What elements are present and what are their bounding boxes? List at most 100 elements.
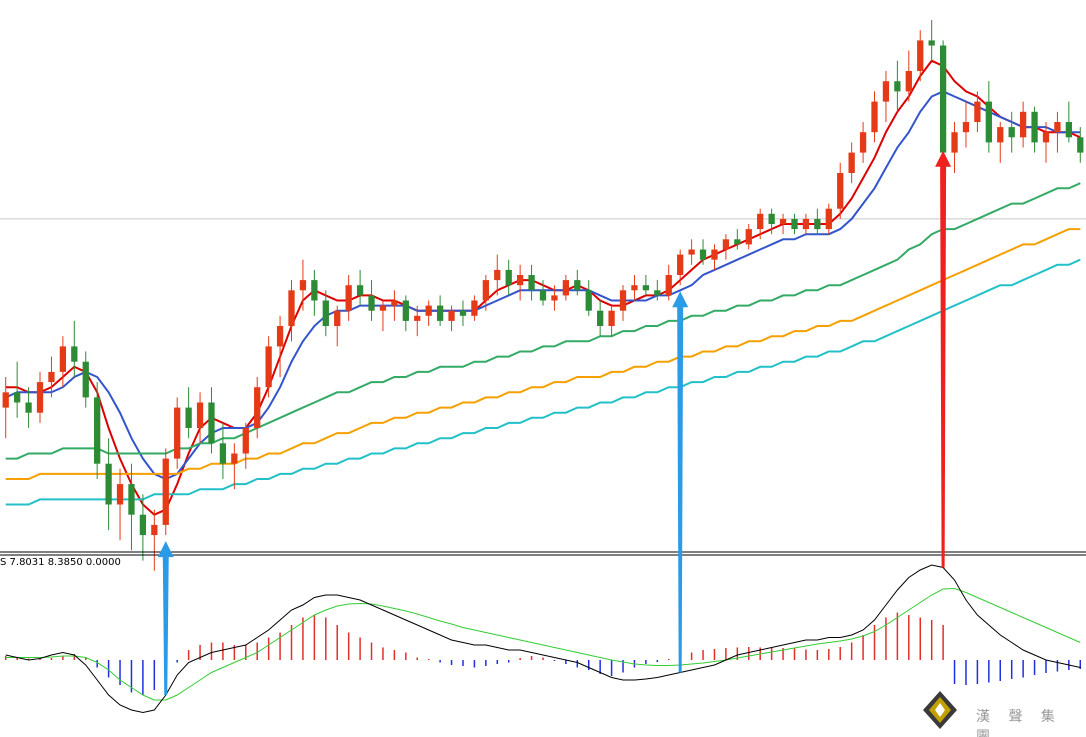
candle-body (311, 280, 318, 301)
candle (36, 371, 44, 423)
candle (677, 249, 684, 286)
candle (848, 142, 855, 184)
company-logo: 漢 聲 集 團 (918, 688, 1086, 737)
candle-body (631, 285, 638, 291)
candle-body (768, 213, 775, 224)
candle (482, 275, 489, 311)
candle (196, 392, 204, 444)
candle (1077, 127, 1084, 163)
candle (288, 280, 295, 342)
candle (2, 377, 9, 439)
candle (116, 468, 124, 541)
candle (962, 101, 970, 148)
candle-body (528, 275, 535, 291)
candle-body (917, 40, 924, 71)
candle-body (2, 392, 9, 408)
candle (734, 229, 741, 250)
candle (722, 234, 730, 260)
candle-body (402, 300, 409, 321)
candle (619, 285, 627, 321)
signal-line (5, 587, 1081, 701)
logo-diamond-icon (923, 691, 957, 729)
arrow-shaft (162, 555, 169, 695)
candle (516, 264, 524, 301)
candle (757, 208, 764, 240)
candle (871, 91, 878, 143)
candle-body (105, 463, 112, 505)
candle (436, 295, 444, 326)
arrow-head (935, 150, 952, 167)
candle-body (1065, 122, 1072, 138)
candle-body (242, 428, 249, 454)
candle (254, 377, 261, 439)
candle (665, 264, 672, 301)
candle-body (322, 300, 329, 326)
candle (471, 295, 478, 321)
candle-body (974, 101, 981, 122)
candle-body (551, 295, 558, 301)
candle-body (539, 290, 547, 301)
candle-body (608, 310, 615, 326)
candle (917, 30, 924, 82)
candle (276, 315, 284, 377)
candle-body (448, 310, 455, 321)
candle (1031, 106, 1038, 153)
candle (1042, 122, 1050, 163)
candle-body (48, 371, 55, 383)
candle (25, 387, 32, 428)
indicator-main-line (5, 564, 1081, 714)
candle (368, 280, 375, 321)
candle (825, 203, 832, 235)
candle (162, 448, 169, 536)
candle-body (1019, 111, 1027, 138)
candle-body (436, 305, 444, 321)
candle-body (414, 315, 421, 321)
candle (539, 280, 547, 306)
candle (951, 122, 958, 173)
candle (974, 91, 981, 133)
candle (997, 122, 1004, 163)
ma-line-ma-100 (5, 228, 1081, 480)
candle-body (939, 45, 947, 153)
candle (48, 356, 55, 398)
candle-body (185, 407, 192, 428)
candle-body (356, 285, 364, 296)
candle (59, 336, 67, 388)
candle (1054, 111, 1061, 153)
candle-body (699, 249, 707, 260)
candle-body (791, 218, 798, 230)
candle-body (814, 218, 821, 230)
candle-body (597, 310, 604, 326)
candle (1008, 111, 1015, 153)
candle-body (757, 213, 764, 230)
candle-body (139, 514, 147, 536)
candle-body (162, 458, 169, 525)
candle (837, 162, 844, 219)
candle (928, 20, 935, 61)
candle (791, 213, 798, 235)
candle (345, 275, 352, 321)
candle (711, 244, 718, 270)
candle (128, 463, 135, 551)
candle (459, 300, 467, 326)
candle (551, 285, 558, 311)
candle (105, 438, 112, 530)
candle-body (174, 407, 181, 459)
candle-body (722, 239, 730, 250)
arrow-head (157, 541, 174, 558)
ma-line-ma-50 (5, 182, 1081, 460)
candle-body (665, 275, 672, 296)
arrow-shaft (940, 164, 947, 568)
candle-body (642, 285, 650, 291)
candle (94, 382, 101, 479)
candle (608, 305, 615, 337)
candle (14, 361, 21, 418)
candle (894, 60, 901, 112)
candle-body (905, 71, 912, 92)
candle-body (1054, 122, 1061, 133)
candle-body (962, 122, 970, 133)
candle-body (951, 132, 958, 153)
candle (414, 305, 421, 337)
